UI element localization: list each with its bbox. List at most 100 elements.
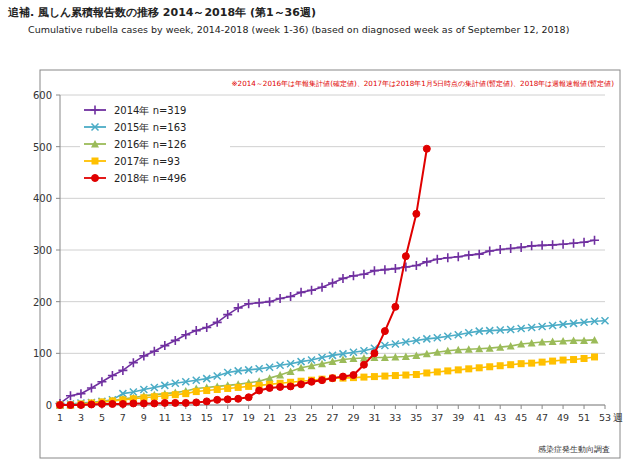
point xyxy=(151,384,158,391)
point xyxy=(329,375,336,382)
point xyxy=(287,367,295,375)
x-tick-label: 19 xyxy=(243,412,255,423)
point xyxy=(203,387,210,394)
point xyxy=(528,360,535,367)
legend-label: 2015年 n=163 xyxy=(114,122,186,133)
legend-marker xyxy=(91,106,100,115)
point xyxy=(66,391,75,400)
grid-line xyxy=(60,301,605,302)
point xyxy=(56,401,64,409)
x-tick-label: 51 xyxy=(578,412,590,423)
x-tick xyxy=(416,405,417,409)
point xyxy=(455,331,462,338)
point xyxy=(371,350,378,357)
x-tick xyxy=(290,405,291,409)
x-tick xyxy=(269,405,270,409)
point xyxy=(150,347,159,356)
grid-line xyxy=(60,353,605,354)
legend-marker xyxy=(91,140,99,148)
point xyxy=(287,360,294,367)
point xyxy=(497,362,504,369)
point xyxy=(277,362,284,369)
point xyxy=(172,399,179,406)
y-tick-label: 500 xyxy=(33,142,52,153)
x-tick-label: 33 xyxy=(389,412,401,423)
point xyxy=(57,402,64,409)
x-tick-label: 53 xyxy=(599,412,611,423)
point xyxy=(277,383,284,390)
point xyxy=(213,318,222,327)
point xyxy=(422,257,431,266)
point xyxy=(224,369,231,376)
point xyxy=(443,253,452,262)
legend-marker xyxy=(92,158,99,165)
point xyxy=(402,253,409,260)
point xyxy=(151,400,158,407)
legend-marker xyxy=(92,175,99,182)
x-tick-label: 3 xyxy=(78,412,84,423)
point xyxy=(559,337,567,345)
point xyxy=(560,357,567,364)
y-tick-label: 400 xyxy=(33,193,52,204)
y-tick xyxy=(56,301,60,302)
point xyxy=(319,377,326,384)
point xyxy=(108,371,117,380)
point xyxy=(590,236,599,245)
x-tick-label: 11 xyxy=(159,412,171,423)
x-tick xyxy=(605,405,606,409)
point xyxy=(465,345,473,353)
point xyxy=(266,384,273,391)
point xyxy=(56,399,65,408)
point xyxy=(214,396,221,403)
point xyxy=(412,351,420,359)
point xyxy=(423,369,430,376)
point xyxy=(402,352,410,360)
point xyxy=(193,388,200,395)
point xyxy=(130,400,137,407)
point xyxy=(423,350,431,358)
legend-label: 2016年 n=126 xyxy=(114,139,186,150)
point xyxy=(287,383,294,390)
legend: 2014年 n=3192015年 n=1632016年 n=1262017年 n… xyxy=(80,100,230,193)
legend-label: 2018年 n=496 xyxy=(114,173,186,184)
point xyxy=(265,297,274,306)
point xyxy=(256,365,263,372)
point xyxy=(581,319,588,326)
point xyxy=(581,355,588,362)
series-line xyxy=(60,340,595,405)
legend-marker xyxy=(92,124,99,131)
point xyxy=(454,252,463,261)
point xyxy=(549,322,556,329)
point xyxy=(538,241,547,250)
y-tick xyxy=(56,353,60,354)
point xyxy=(423,335,430,342)
point xyxy=(444,333,451,340)
point xyxy=(433,255,442,264)
point xyxy=(486,344,494,352)
point xyxy=(391,264,400,273)
point xyxy=(496,245,505,254)
point xyxy=(172,391,179,398)
legend-label: 2017年 n=93 xyxy=(114,156,180,167)
y-tick xyxy=(56,95,60,96)
point xyxy=(391,353,399,361)
point xyxy=(76,389,85,398)
point xyxy=(570,320,577,327)
x-tick xyxy=(437,405,438,409)
point xyxy=(580,238,589,247)
x-tick xyxy=(374,405,375,409)
y-tick-label: 300 xyxy=(33,245,52,256)
x-tick-label: 39 xyxy=(452,412,464,423)
point xyxy=(360,374,367,381)
x-tick xyxy=(479,405,480,409)
point xyxy=(412,261,421,270)
point xyxy=(256,387,263,394)
x-tick xyxy=(311,405,312,409)
point xyxy=(570,356,577,363)
point xyxy=(160,341,169,350)
y-tick xyxy=(56,198,60,199)
point xyxy=(140,400,147,407)
x-tick-label: 17 xyxy=(222,412,234,423)
point xyxy=(224,396,231,403)
point xyxy=(569,239,578,248)
